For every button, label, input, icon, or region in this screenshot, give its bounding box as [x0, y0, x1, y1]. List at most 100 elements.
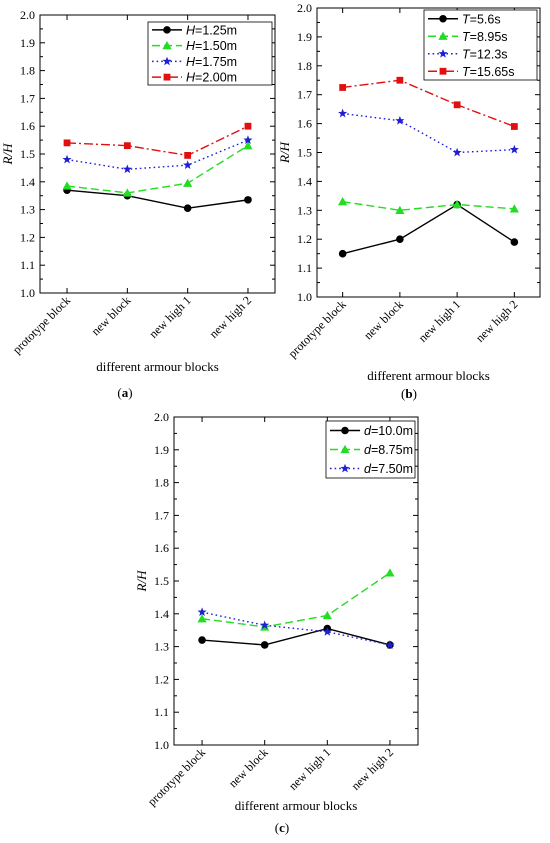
data-point	[260, 641, 269, 649]
y-tick-label: 1.7	[297, 88, 312, 102]
y-tick-label: 1.8	[20, 64, 35, 78]
data-point	[338, 197, 348, 206]
y-tick-label: 1.7	[20, 91, 35, 105]
y-tick-label: 1.0	[297, 290, 312, 304]
series-line	[66, 145, 249, 194]
legend-marker	[438, 48, 448, 58]
y-tick-label: 1.1	[297, 261, 312, 275]
data-point	[183, 178, 193, 187]
y-tick-label: 1.2	[297, 232, 312, 246]
y-tick-label: 1.0	[154, 738, 169, 752]
data-point	[338, 249, 347, 258]
series-line	[66, 125, 249, 157]
x-tick-label: new block	[361, 297, 406, 342]
data-point	[453, 101, 461, 109]
legend-marker	[439, 67, 447, 75]
data-point	[243, 135, 253, 144]
x-axis-label: different armour blocks	[96, 359, 219, 374]
data-point	[122, 164, 132, 174]
data-point	[510, 238, 519, 246]
data-point	[183, 204, 192, 213]
series-line	[342, 112, 515, 154]
data-point	[244, 122, 252, 130]
data-point	[197, 614, 207, 623]
panel-caption: (c)	[275, 820, 289, 835]
x-tick-label: prototype block	[145, 745, 208, 808]
y-tick-label: 1.3	[154, 640, 169, 654]
series-line	[66, 139, 249, 170]
legend-entry: H=1.25m	[186, 23, 237, 37]
y-tick-label: 1.8	[154, 476, 169, 490]
data-point	[338, 108, 348, 118]
x-tick-label: new high 1	[146, 293, 194, 341]
data-point	[62, 154, 72, 164]
data-point	[260, 620, 270, 630]
legend-marker	[163, 26, 171, 34]
legend-entry: T=5.6s	[462, 12, 501, 26]
x-tick-label: new high 1	[286, 745, 334, 793]
data-point	[198, 636, 206, 644]
y-tick-label: 1.8	[297, 59, 312, 73]
legend-entry: H=1.50m	[186, 39, 237, 53]
y-tick-label: 1.1	[20, 258, 35, 272]
data-point	[395, 205, 405, 214]
y-tick-label: 1.9	[20, 36, 35, 50]
panel-a: 1.0 1.1 1.2 1.3 1.4 1.5 1.6 1.7 1.8 1.9 2.0 prototy…	[0, 8, 276, 400]
legend-entry: T=12.3s	[462, 47, 508, 61]
data-point	[396, 76, 404, 84]
y-tick-label: 1.5	[297, 146, 312, 160]
legend-entry: H=2.00m	[186, 71, 237, 85]
y-axis-label: R/H	[0, 143, 15, 166]
x-tick-label: prototype block	[10, 293, 73, 356]
y-tick-label: 1.9	[297, 30, 312, 44]
legend-marker	[162, 56, 172, 66]
x-axis-label: different armour blocks	[235, 798, 358, 813]
series-line	[201, 572, 391, 628]
data-point	[510, 123, 518, 130]
y-tick-label: 1.2	[20, 230, 35, 244]
series-line	[342, 200, 515, 212]
data-point	[339, 84, 347, 91]
y-tick-label: 1.3	[20, 203, 35, 217]
legend-marker	[162, 41, 172, 50]
y-tick-label: 1.5	[20, 147, 35, 161]
legend-marker	[341, 426, 349, 435]
legend-marker	[438, 31, 448, 40]
panel-b: 1.0 1.1 1.2 1.3 1.4 1.5 1.6 1.7 1.8 1.9 2.0 prototy…	[277, 1, 541, 401]
legend-marker	[340, 444, 350, 454]
data-point	[63, 139, 71, 147]
data-point	[322, 627, 332, 636]
series-line	[342, 203, 515, 255]
y-tick-label: 2.0	[20, 8, 35, 22]
legend-entry: T=8.95s	[462, 30, 508, 44]
y-tick-label: 2.0	[154, 410, 169, 424]
data-point	[183, 160, 193, 169]
y-axis-label: R/H	[277, 141, 292, 164]
panel-c: 1.0 1.1 1.2 1.3 1.4 1.5 1.6 1.7 1.8 1.9 2.0 prototy…	[134, 410, 419, 835]
data-point	[122, 188, 132, 197]
legend-entry: d=8.75m	[364, 443, 413, 457]
y-axis-label: R/H	[134, 570, 149, 593]
y-tick-label: 1.9	[154, 443, 169, 457]
data-point	[184, 151, 192, 159]
legend-entry: d=10.0m	[364, 424, 413, 438]
legend-marker	[340, 463, 350, 473]
legend-marker	[163, 73, 171, 81]
data-point	[243, 141, 253, 150]
data-point	[62, 181, 72, 190]
series-line	[201, 611, 391, 646]
y-tick-label: 1.1	[154, 705, 169, 719]
y-tick-label: 1.4	[154, 607, 169, 621]
y-tick-label: 1.6	[297, 117, 312, 131]
series-line	[66, 189, 249, 209]
y-tick-label: 1.0	[20, 286, 35, 300]
data-point	[509, 144, 519, 154]
y-tick-label: 1.6	[20, 119, 35, 133]
series-line	[202, 627, 391, 646]
legend-entry: T=15.65s	[462, 65, 514, 79]
x-tick-label: prototype block	[285, 297, 348, 360]
y-tick-label: 1.6	[154, 541, 169, 555]
x-axis-label: different armour blocks	[367, 368, 490, 383]
data-point	[396, 235, 404, 243]
